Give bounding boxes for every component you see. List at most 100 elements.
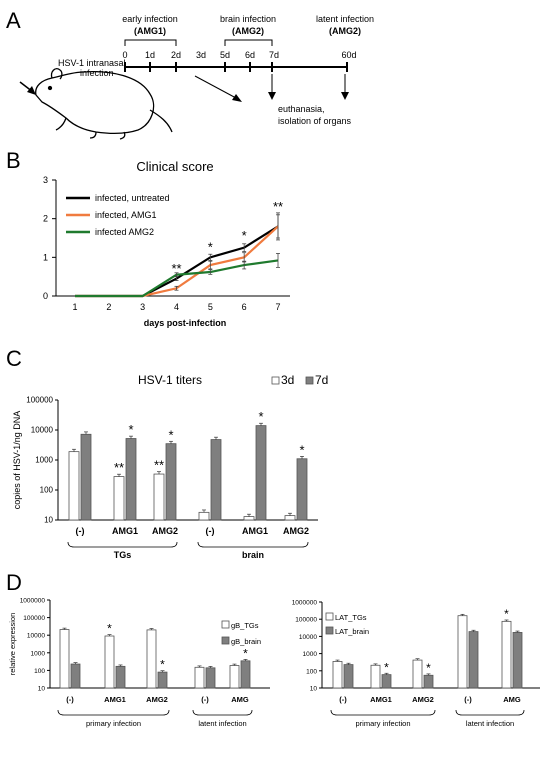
bar-lat-tgs <box>501 620 512 689</box>
category-label: (-) <box>66 695 74 704</box>
bar-3d <box>68 451 80 521</box>
y-tick-label: 1000 <box>31 650 46 657</box>
panel-b-letter: B <box>6 148 21 173</box>
y-axis-label: copies of HSV-1/ng DNA <box>12 411 22 510</box>
significance-mark: * <box>160 658 165 672</box>
x-tick-label: 6 <box>242 302 247 312</box>
bar-3d <box>198 511 210 521</box>
bar-7d <box>210 439 222 521</box>
phase-brain-drug: (AMG2) <box>232 26 264 36</box>
group-label: latent infection <box>466 719 514 728</box>
significance-mark: ** <box>154 458 164 473</box>
timeline-label-2: 2d <box>171 50 181 60</box>
bar-gb-brain <box>115 665 126 689</box>
inoculation-arrow-icon <box>27 86 36 95</box>
bar-7d <box>165 443 177 521</box>
group-bracket <box>455 709 525 716</box>
arrow-diagonal <box>194 75 237 99</box>
bar-gb-tgs <box>229 665 240 689</box>
significance-mark: ** <box>171 261 181 276</box>
group-label: latent infection <box>198 719 246 728</box>
group-label: primary infection <box>86 719 141 728</box>
chart-b-series: ****** <box>75 199 283 298</box>
legend-swatch <box>271 376 280 385</box>
bar-gb-brain <box>157 671 168 689</box>
panel-a-letter: A <box>6 8 21 33</box>
phase-early-drug: (AMG1) <box>134 26 166 36</box>
y-axis-label: relative expression <box>8 613 17 676</box>
significance-mark: * <box>504 607 509 621</box>
bar-lat-brain <box>381 674 392 689</box>
category-label: AMG <box>503 695 521 704</box>
y-tick-label: 10 <box>44 516 53 525</box>
bar-gb-brain <box>205 667 216 689</box>
x-tick-label: 4 <box>174 302 179 312</box>
category-label: (-) <box>339 695 347 704</box>
timeline-label-4: 5d <box>220 50 230 60</box>
panel-d-letter: D <box>6 570 22 595</box>
bar-lat-brain <box>512 632 523 689</box>
significance-mark: * <box>299 442 304 457</box>
y-tick-label: 10000 <box>27 633 45 640</box>
mouse-illustration <box>35 68 173 140</box>
timeline-label-0: 0 <box>122 50 127 60</box>
significance-mark: * <box>243 646 248 660</box>
phase-early-label: early infection <box>122 14 178 24</box>
bar-lat-brain <box>423 674 434 689</box>
bar-lat-tgs <box>370 664 381 689</box>
group-label: brain <box>242 550 264 560</box>
bar-3d <box>153 473 165 521</box>
timeline-label-5: 6d <box>245 50 255 60</box>
significance-mark: * <box>128 422 133 437</box>
timeline-label-6: 7d <box>269 50 279 60</box>
significance-mark: * <box>208 240 213 255</box>
outcome-label: euthanasia, <box>278 104 325 114</box>
bar-gb-brain <box>70 663 81 689</box>
legend-label: infected, AMG1 <box>95 210 157 220</box>
category-label: AMG1 <box>242 526 268 536</box>
category-label: AMG1 <box>104 695 126 704</box>
bar-gb-brain <box>240 660 251 689</box>
category-label: AMG2 <box>152 526 178 536</box>
y-tick-label: 1000000 <box>292 600 318 607</box>
panel-d: D 10 100 1000 10000 100000 1000000 relative ex… <box>6 570 540 728</box>
legend-label: gB_TGs <box>231 621 259 630</box>
y-tick-label: 100 <box>40 486 54 495</box>
legend-swatch <box>221 620 230 629</box>
bar-gb-tgs <box>194 666 205 689</box>
bar-3d <box>243 516 255 521</box>
timeline-label-7: 60d <box>341 50 356 60</box>
category-label: AMG <box>231 695 249 704</box>
bar-gb-tgs <box>146 629 157 689</box>
legend-label: 7d <box>315 373 328 387</box>
chart-b-title: Clinical score <box>136 159 213 174</box>
category-label: AMG1 <box>370 695 392 704</box>
group-bracket <box>67 541 178 548</box>
category-label: AMG1 <box>112 526 138 536</box>
category-label: AMG2 <box>283 526 309 536</box>
bar-7d <box>296 458 308 521</box>
category-label: AMG2 <box>412 695 434 704</box>
y-tick-label: 1000 <box>35 456 53 465</box>
x-tick-label: 5 <box>208 302 213 312</box>
bar-lat-brain <box>468 631 479 689</box>
significance-mark: * <box>426 661 431 675</box>
y-tick-label: 100 <box>306 668 317 675</box>
significance-mark: * <box>384 660 389 674</box>
y-tick-label: 100000 <box>23 615 45 622</box>
legend-label: 3d <box>281 373 294 387</box>
legend-swatch <box>221 636 230 645</box>
significance-mark: * <box>258 409 263 424</box>
category-label: (-) <box>206 526 215 536</box>
bar-gb-tgs <box>104 635 115 689</box>
outcome-label-2: isolation of organs <box>278 116 352 126</box>
brace-brain <box>224 39 273 46</box>
chart-b-xlabel: days post-infection <box>144 318 227 328</box>
significance-mark: ** <box>273 199 283 214</box>
chart-c-title: HSV-1 titers <box>138 373 202 387</box>
x-tick-label: 1 <box>72 302 77 312</box>
y-tick-label: 1000 <box>303 651 318 658</box>
y-tick-label: 100000 <box>26 396 53 405</box>
